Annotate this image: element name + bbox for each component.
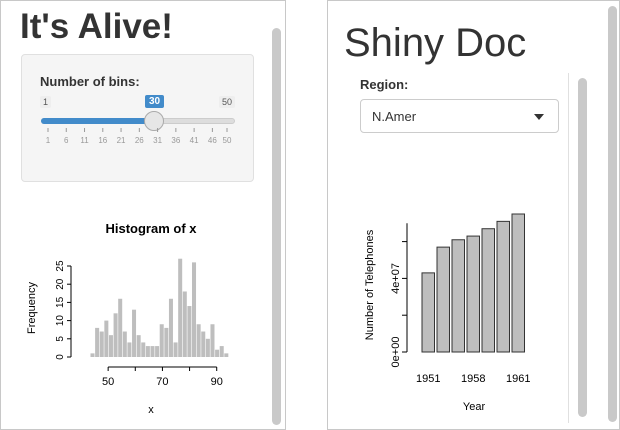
bar-x-tick-label: 1958 <box>461 373 485 385</box>
histogram-bar <box>104 320 109 357</box>
telephone-bar <box>451 239 465 353</box>
histogram-y-tick-label: 5 <box>55 336 66 342</box>
histogram-bar <box>201 331 206 357</box>
chevron-down-icon <box>534 114 544 120</box>
histogram-y-tick-label: 20 <box>55 278 66 290</box>
histogram-chart: Histogram of x x Frequency 0 5 10 15 20 25 50 7… <box>26 221 229 416</box>
slider-tick-label: 36 <box>171 136 180 145</box>
slider-label: Number of bins: <box>40 74 140 89</box>
region-select-value: N.Amer <box>372 109 417 124</box>
histogram-bar <box>122 331 127 357</box>
bar-y-tick-label: 4e+07 <box>390 263 402 294</box>
histogram-bar <box>108 335 113 357</box>
histogram-bar <box>113 313 118 357</box>
slider-tick-label: 21 <box>117 136 126 145</box>
histogram-bar <box>215 349 220 357</box>
slider-fill <box>41 118 154 124</box>
histogram-title: Histogram of x <box>105 221 197 236</box>
histogram-x-tick-label: 70 <box>156 376 168 388</box>
scrollbar[interactable] <box>272 28 281 425</box>
telephone-bar <box>436 246 450 353</box>
histogram-y-tick-label: 15 <box>55 296 66 308</box>
page-title: It's Alive! <box>20 7 173 46</box>
telephones-chart: Year Number of Telephones 0e+00 4e+07 1951… <box>364 213 530 413</box>
histogram-bar <box>159 324 164 357</box>
slider-value-label: 30 <box>144 95 165 108</box>
left-app-panel: It's Alive! Number of bins: 1 50 30 1 6 11… <box>0 0 286 430</box>
telephone-bar <box>511 213 525 353</box>
right-app-panel: Shiny Doc Region: N.Amer Year Number of … <box>327 0 620 430</box>
slider-tick-label: 26 <box>135 136 144 145</box>
slider-tick-label: 11 <box>80 136 89 145</box>
telephone-bar <box>466 235 480 353</box>
slider-tick-label: 31 <box>153 136 162 145</box>
slider-tick-label: 46 <box>208 136 217 145</box>
slider-min-label: 1 <box>40 96 52 108</box>
bar-y-tick-label: 0e+00 <box>390 337 402 368</box>
histogram-bar <box>178 258 183 357</box>
histogram-y-tick-label: 0 <box>55 354 66 360</box>
histogram-bar <box>150 346 155 357</box>
histogram-bar <box>187 306 192 357</box>
histogram-y-tick-label: 25 <box>55 260 66 272</box>
slider-tick-label: 50 <box>223 136 232 145</box>
telephone-bar <box>421 272 435 353</box>
slider-tick-label: 16 <box>98 136 107 145</box>
slider-tick-label: 41 <box>190 136 199 145</box>
histogram-y-tick-label: 10 <box>55 315 66 327</box>
slider-tick-label: 1 <box>46 136 51 145</box>
slider-max-label: 50 <box>219 96 236 108</box>
inner-scrollbar[interactable] <box>578 78 587 417</box>
histogram-bar <box>132 309 137 357</box>
telephone-bar <box>496 220 510 353</box>
histogram-bar <box>196 324 201 357</box>
histogram-x-label: x <box>148 404 154 416</box>
bar-x-tick-label: 1961 <box>506 373 530 385</box>
histogram-bar <box>168 298 173 357</box>
histogram-bar <box>155 346 160 357</box>
bar-x-tick-label: 1951 <box>416 373 440 385</box>
histogram-bar <box>90 353 95 357</box>
slider-ticks: 1 6 11 16 21 26 31 36 41 46 50 <box>46 128 232 145</box>
scrollbar[interactable] <box>608 6 617 422</box>
bar-y-label: Number of Telephones <box>364 229 376 340</box>
slider-handle[interactable] <box>143 111 164 131</box>
histogram-bar <box>182 291 187 357</box>
region-select[interactable]: N.Amer <box>360 99 559 133</box>
histogram-x-tick-label: 50 <box>102 376 114 388</box>
histogram-bar <box>205 338 210 357</box>
histogram-bar <box>141 342 146 357</box>
region-label: Region: <box>360 77 409 92</box>
histogram-bar <box>164 327 169 357</box>
histogram-bar <box>136 335 141 357</box>
inner-scroll-track <box>568 73 584 423</box>
histogram-bar <box>210 324 215 357</box>
histogram-bar <box>99 331 104 357</box>
histogram-x-tick-label: 90 <box>211 376 223 388</box>
page-title: Shiny Doc <box>344 21 527 65</box>
histogram-y-label: Frequency <box>26 282 38 334</box>
histogram-bar <box>118 298 123 357</box>
histogram-bar <box>173 342 178 357</box>
telephone-bar <box>481 228 495 353</box>
histogram-bar <box>95 327 100 357</box>
histogram-bar <box>145 346 150 357</box>
histogram-bar <box>127 342 132 357</box>
slider-tick-label: 6 <box>64 136 69 145</box>
histogram-bar <box>219 346 224 357</box>
histogram-bar <box>192 262 197 357</box>
bar-x-label: Year <box>463 401 486 413</box>
histogram-bar <box>224 353 229 357</box>
